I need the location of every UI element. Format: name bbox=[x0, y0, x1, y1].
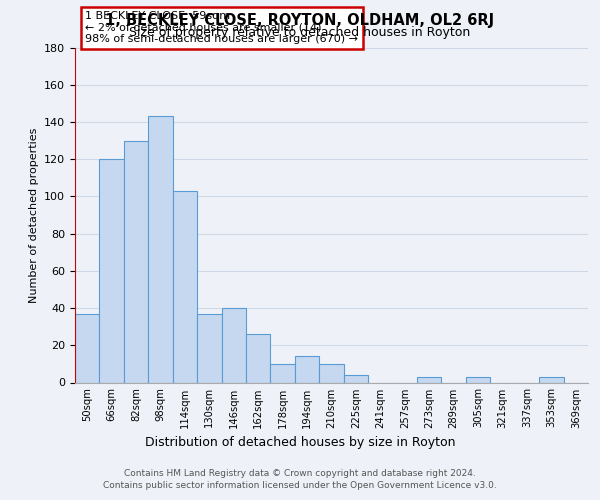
Bar bbox=[344, 375, 368, 382]
Bar bbox=[124, 140, 148, 382]
Y-axis label: Number of detached properties: Number of detached properties bbox=[29, 128, 38, 302]
Bar bbox=[319, 364, 344, 382]
Bar bbox=[75, 314, 100, 382]
Text: Distribution of detached houses by size in Royton: Distribution of detached houses by size … bbox=[145, 436, 455, 449]
Text: Contains HM Land Registry data © Crown copyright and database right 2024.: Contains HM Land Registry data © Crown c… bbox=[124, 470, 476, 478]
Text: Size of property relative to detached houses in Royton: Size of property relative to detached ho… bbox=[130, 26, 470, 39]
Bar bbox=[246, 334, 271, 382]
Bar bbox=[539, 377, 563, 382]
Bar bbox=[100, 159, 124, 382]
Bar bbox=[197, 314, 221, 382]
Text: Contains public sector information licensed under the Open Government Licence v3: Contains public sector information licen… bbox=[103, 482, 497, 490]
Bar bbox=[295, 356, 319, 382]
Text: 1 BECKLEY CLOSE: 59sqm
← 2% of detached houses are smaller (14)
98% of semi-deta: 1 BECKLEY CLOSE: 59sqm ← 2% of detached … bbox=[85, 11, 358, 44]
Bar bbox=[271, 364, 295, 382]
Text: 1, BECKLEY CLOSE, ROYTON, OLDHAM, OL2 6RJ: 1, BECKLEY CLOSE, ROYTON, OLDHAM, OL2 6R… bbox=[106, 13, 494, 28]
Bar bbox=[221, 308, 246, 382]
Bar bbox=[466, 377, 490, 382]
Bar bbox=[148, 116, 173, 382]
Bar bbox=[417, 377, 442, 382]
Bar bbox=[173, 191, 197, 382]
